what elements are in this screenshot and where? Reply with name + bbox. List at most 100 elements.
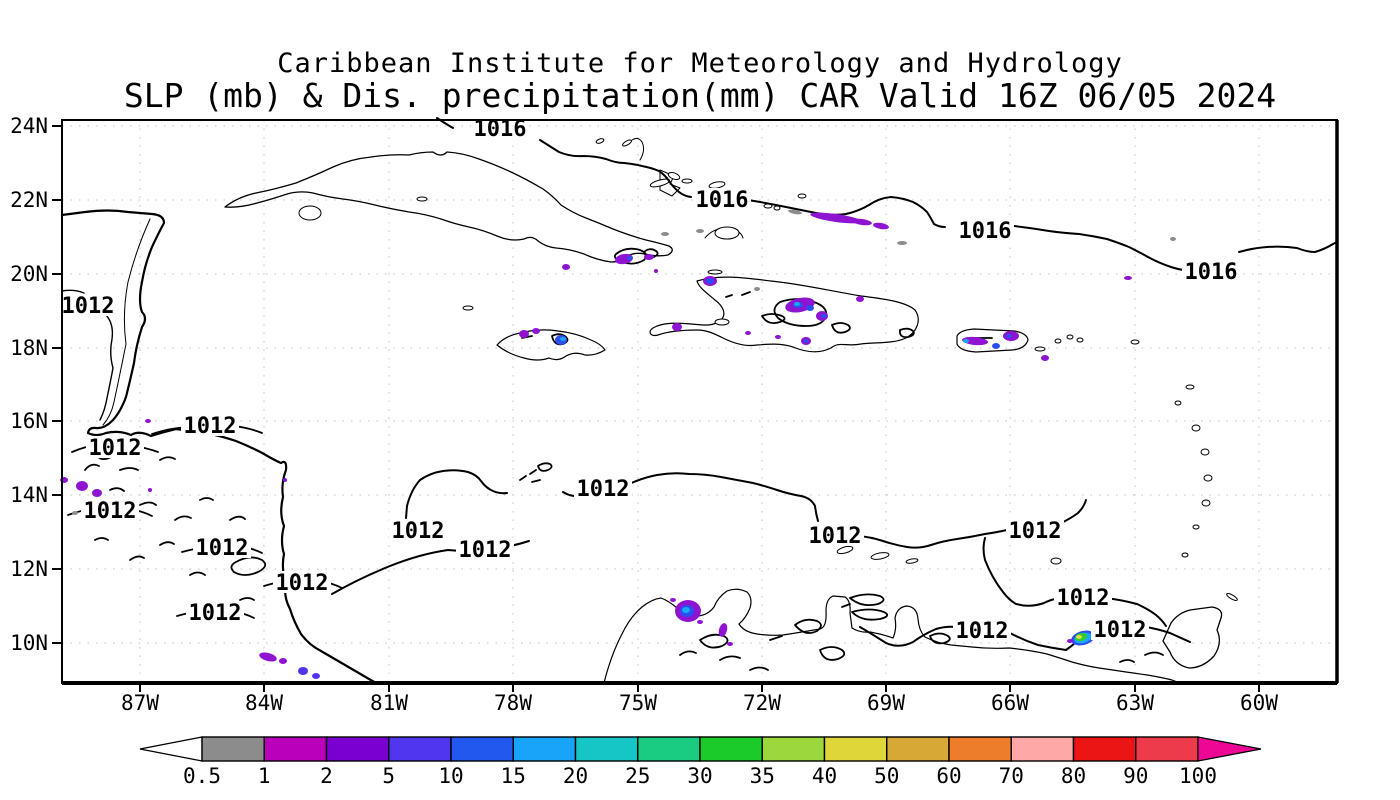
lon-tick-label: 69W [867, 691, 905, 715]
contour-label-mask [1054, 586, 1112, 608]
precip-blob [754, 287, 760, 291]
island [1034, 346, 1046, 352]
contour-label-mask [953, 619, 1011, 641]
terrain-squiggle [109, 487, 192, 521]
precip-blob [92, 489, 102, 497]
contour-label: 1012 [809, 524, 862, 549]
contour-label: 1012 [392, 519, 445, 544]
colorbar-cell [637, 736, 701, 762]
colorbar-tick-label: 1 [258, 764, 271, 788]
precip-blob [775, 335, 781, 339]
island [714, 226, 740, 240]
lon-tick-label: 75W [619, 691, 657, 715]
island [708, 181, 726, 189]
isobar-1012-seg [405, 505, 408, 519]
contour-label: 1012 [89, 436, 142, 461]
lon-tick-label: 81W [370, 691, 408, 715]
precip-blob [804, 339, 808, 343]
contour-label: 1016 [696, 188, 749, 213]
contour-label-mask [81, 499, 139, 521]
contour-label: 1012 [1094, 618, 1147, 643]
lon-tick-label: 63W [1116, 691, 1154, 715]
isobars [61, 117, 1338, 651]
sa-highlands [699, 632, 951, 649]
island [1226, 593, 1238, 601]
contour-label: 1012 [459, 538, 512, 563]
offshore-cays [519, 462, 553, 483]
precip-blob [654, 269, 658, 273]
contour-label-mask [471, 117, 529, 139]
precip-blob [562, 264, 570, 270]
contour-label: 1016 [959, 219, 1012, 244]
sa-highlands [1119, 651, 1164, 663]
precip-blob [897, 241, 907, 245]
contour-label-mask [693, 188, 751, 210]
colorbar-tick-label: 2 [320, 764, 333, 788]
contour-label: 1012 [189, 601, 242, 626]
lon-tick-label: 78W [494, 691, 532, 715]
precip-blob [718, 623, 728, 637]
colorbar-tick-label: 60 [936, 764, 961, 788]
colorbar-cell [823, 736, 888, 762]
colorbar-cell [201, 736, 265, 762]
coastline-hispaniola [649, 276, 919, 353]
isobar-1012-seg [857, 528, 1012, 549]
graticule-grid [62, 120, 1337, 683]
precip-blob [696, 229, 704, 233]
colorbar-underflow-arrow [139, 736, 203, 762]
lon-tick-label: 60W [1240, 691, 1278, 715]
precip-blob [72, 511, 78, 515]
isobar-1012-seg [982, 537, 1061, 607]
colorbar-cell [1010, 736, 1075, 762]
isobar-1012-seg [1007, 631, 1078, 651]
contour-label-mask [389, 519, 447, 541]
contour-label: 1012 [84, 499, 137, 524]
isobar-1016-seg [539, 139, 692, 198]
island [1181, 552, 1189, 558]
isobar-1012-seg [331, 549, 462, 595]
precip-blob [810, 212, 862, 224]
isobar-1012-seg [859, 625, 957, 647]
coastline-puerto-rico [956, 328, 1029, 353]
contour-label-mask [186, 601, 244, 623]
precipitation-areas [60, 205, 1176, 679]
lon-tick-label: 84W [245, 691, 283, 715]
title-institute: Caribbean Institute for Meteorology and … [277, 48, 1123, 79]
precip-blob [1124, 276, 1132, 280]
contour-label: 1012 [1009, 519, 1062, 544]
precip-blob [706, 278, 714, 284]
colorbar-tick-label: 80 [1061, 764, 1086, 788]
island [1130, 339, 1140, 345]
isobar-1016-seg [1238, 241, 1338, 253]
precip-blob [1170, 237, 1176, 241]
isobar-1016 [436, 117, 1338, 271]
colorbar-cell [450, 736, 514, 762]
island [667, 172, 681, 180]
colorbar-cell [1072, 736, 1137, 762]
isobar-1016-seg [747, 196, 946, 228]
small-islands [298, 138, 1238, 601]
precip-blob [76, 481, 88, 491]
island [1066, 334, 1074, 340]
precip-colorbar: 0.5 1 2 5 10 15 20 25 30 35 40 50 60 70 80 90 100 [139, 736, 1262, 788]
lat-tick-label: 24N [10, 114, 48, 138]
precip-blob [532, 328, 540, 334]
contour-label-mask [574, 477, 632, 499]
island [836, 545, 854, 555]
contour-label-mask [806, 524, 864, 546]
precip-blob [745, 331, 751, 335]
island [870, 552, 890, 560]
contour-label-mask [273, 571, 331, 593]
precip-blob [1076, 635, 1082, 639]
colorbar-tick-label: 5 [382, 764, 395, 788]
contour-label: 1012 [276, 571, 329, 596]
colorbar-cell [948, 736, 1012, 762]
island [797, 193, 807, 199]
colorbar-cell [512, 736, 577, 762]
isobar-1012-seg [1105, 597, 1167, 627]
precip-blob [852, 218, 872, 226]
lon-tick-label: 66W [991, 691, 1029, 715]
precip-blob [1067, 639, 1073, 643]
sa-highlands [794, 618, 846, 661]
